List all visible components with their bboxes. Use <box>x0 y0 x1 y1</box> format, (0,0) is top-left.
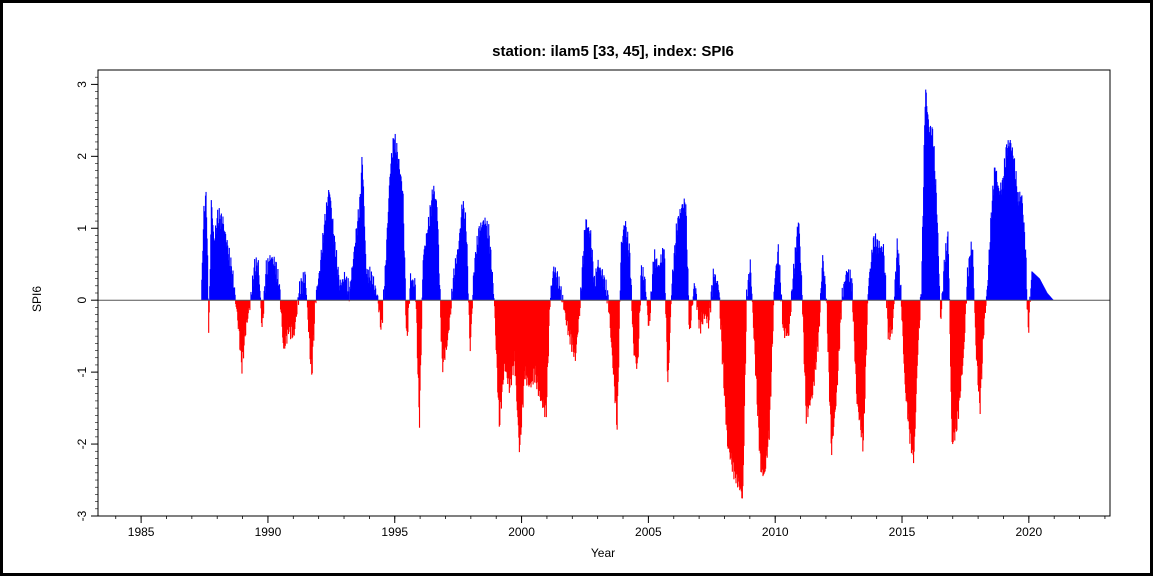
spi-bar <box>209 300 210 312</box>
spi-bar <box>415 285 416 301</box>
spi-bar <box>608 295 609 300</box>
spi-bar <box>948 278 949 300</box>
spi-bar <box>751 294 752 300</box>
spi-bar <box>549 300 550 307</box>
x-tick-label: 1985 <box>128 525 155 539</box>
spi-bar <box>1029 300 1030 312</box>
spi-bar <box>692 300 693 304</box>
spi-bar <box>885 275 886 300</box>
spi-bar <box>409 300 410 304</box>
spi-bar <box>640 300 641 305</box>
spi-bar <box>780 283 781 301</box>
x-tick-label: 2010 <box>762 525 789 539</box>
spi-bar <box>377 296 378 301</box>
chart-title: station: ilam5 [33, 45], index: SPI6 <box>492 43 734 60</box>
x-tick-label: 2020 <box>1015 525 1042 539</box>
spi-bar <box>747 296 748 300</box>
spi-bar <box>279 289 280 300</box>
spi-bar <box>781 294 782 300</box>
spi-bar <box>1029 297 1030 301</box>
spi-bar <box>802 295 803 300</box>
y-tick-label: 0 <box>75 297 89 304</box>
spi-bar <box>207 255 208 300</box>
spi-bar <box>306 295 307 300</box>
spi-bar <box>451 300 452 308</box>
spi-bar <box>562 295 563 300</box>
spi-bar <box>619 300 620 329</box>
spi-bar <box>696 294 697 300</box>
y-axis-label: SPI6 <box>30 286 44 312</box>
spi-bar <box>348 291 349 300</box>
y-tick-label: 2 <box>75 153 89 160</box>
spi-bar <box>580 300 581 308</box>
x-tick-label: 1995 <box>381 525 408 539</box>
spi-bar <box>440 289 441 300</box>
y-tick-label: -2 <box>75 438 89 449</box>
spi-bar <box>298 300 299 305</box>
x-tick-label: 1990 <box>255 525 282 539</box>
spi-bar <box>985 300 986 306</box>
spi-bar <box>852 283 853 300</box>
spi-bar <box>966 300 967 303</box>
spi-bar <box>939 286 940 300</box>
spi-bar <box>688 295 689 300</box>
spi-bar <box>841 300 842 319</box>
spi-bar <box>468 293 469 300</box>
spi-bar <box>650 300 651 313</box>
spi-bar <box>746 300 747 332</box>
spi-bar <box>867 300 868 325</box>
spi-bar <box>665 293 666 300</box>
spi-bar <box>1026 289 1027 300</box>
spi-bar <box>314 300 315 324</box>
spi-bar <box>941 300 942 309</box>
spi-bar <box>263 300 264 314</box>
y-tick-label: 1 <box>75 225 89 232</box>
spi-bar <box>893 300 894 304</box>
spi-bar <box>296 300 297 314</box>
spi-bar <box>900 285 901 300</box>
spi-bar <box>919 300 920 320</box>
y-tick-label: -1 <box>75 366 89 377</box>
spi-bar <box>408 300 409 308</box>
spi-bar <box>249 300 250 310</box>
bars-group <box>201 90 1053 499</box>
spi-bar <box>670 300 671 304</box>
spi-bar <box>382 300 383 323</box>
spi-bar <box>646 297 647 300</box>
spi-bar <box>421 300 422 329</box>
spi-bar <box>631 285 632 300</box>
spi-bar <box>405 278 406 300</box>
spi6-chart: station: ilam5 [33, 45], index: SPI6 Yea… <box>3 3 1153 579</box>
y-tick-label: 3 <box>75 81 89 88</box>
spi-bar <box>559 286 560 300</box>
x-axis-label: Year <box>591 546 615 560</box>
x-tick-label: 2005 <box>635 525 662 539</box>
x-tick-label: 2000 <box>508 525 535 539</box>
spi-bar <box>472 300 473 308</box>
spi-bar <box>606 296 607 300</box>
spi-bar <box>825 284 826 300</box>
y-tick-label: -3 <box>75 510 89 521</box>
spi-bar <box>973 288 974 300</box>
spi-bar <box>250 292 251 300</box>
spi-bar <box>710 300 711 312</box>
spi-bar <box>709 300 710 320</box>
spi-bar <box>235 295 236 300</box>
spi-bar <box>819 300 820 312</box>
spi-bar <box>790 300 791 312</box>
x-tick-label: 2015 <box>889 525 916 539</box>
spi-bar <box>886 300 887 308</box>
spi-bar <box>773 300 774 305</box>
spi-bar <box>561 286 562 300</box>
